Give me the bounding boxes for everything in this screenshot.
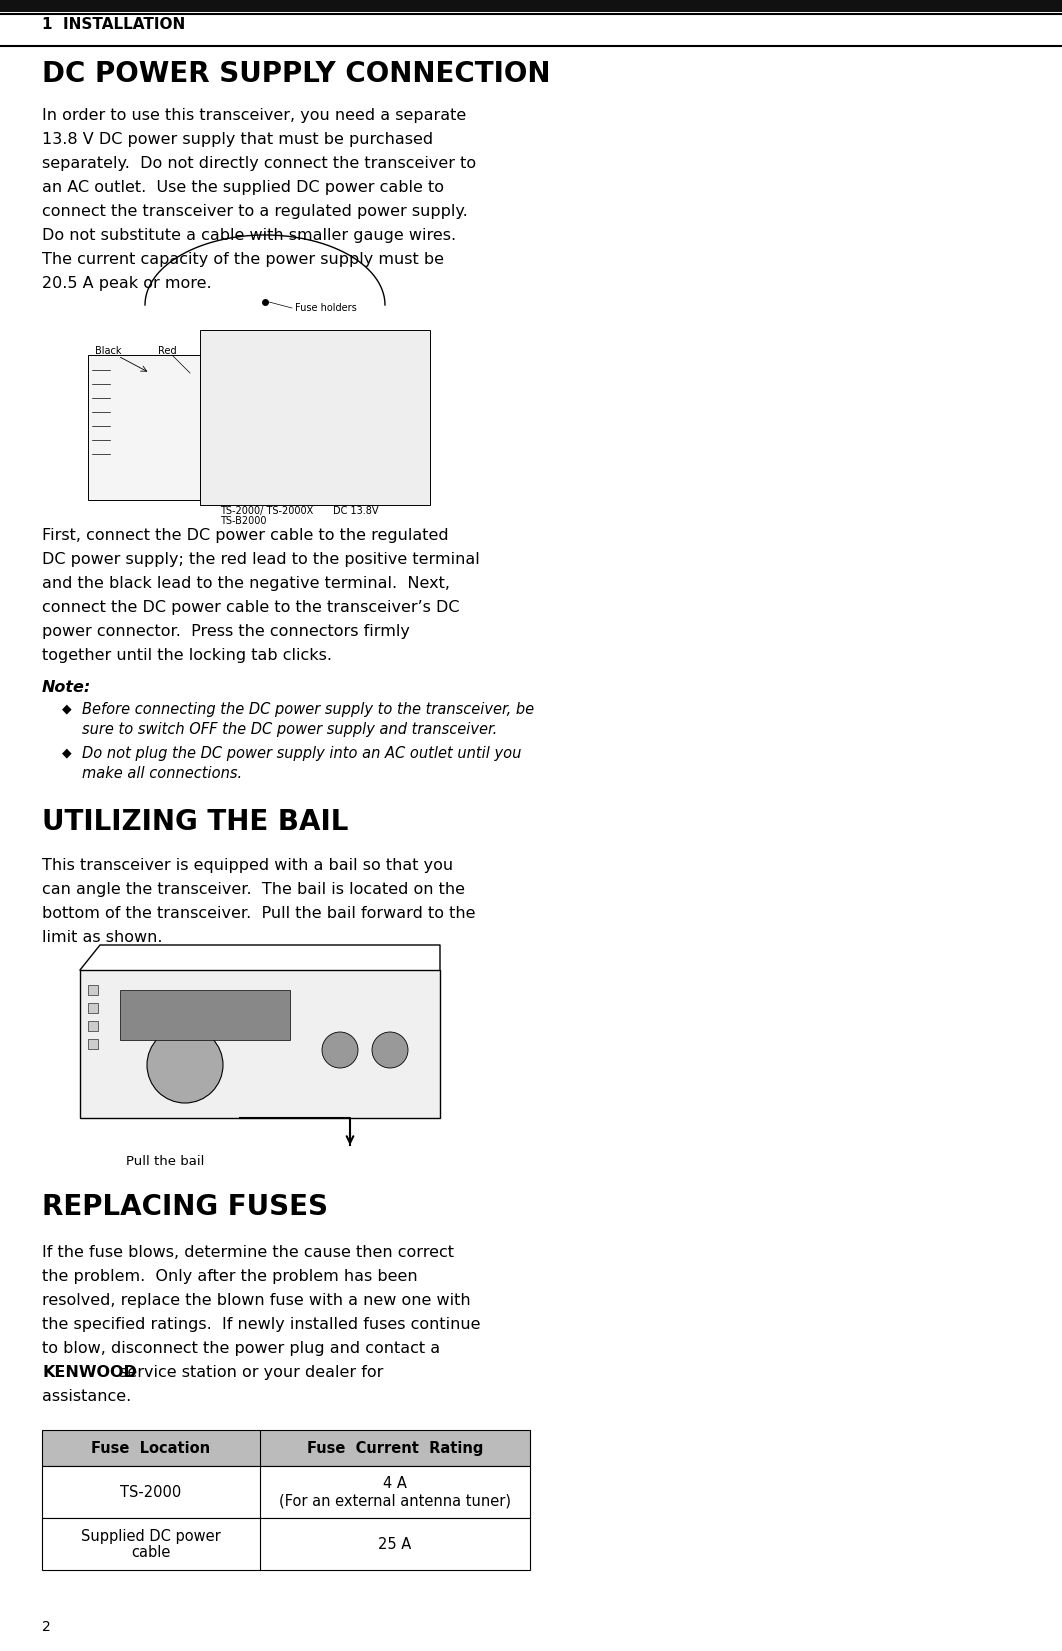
Text: resolved, replace the blown fuse with a new one with: resolved, replace the blown fuse with a …: [42, 1293, 470, 1308]
Text: The current capacity of the power supply must be: The current capacity of the power supply…: [42, 253, 444, 267]
Text: Red: Red: [158, 347, 176, 357]
Bar: [42, 1430, 530, 1466]
Circle shape: [322, 1032, 358, 1068]
Text: the specified ratings.  If newly installed fuses continue: the specified ratings. If newly installe…: [42, 1317, 480, 1332]
Text: the problem.  Only after the problem has been: the problem. Only after the problem has …: [42, 1270, 417, 1284]
Text: sure to switch OFF the DC power supply and transceiver.: sure to switch OFF the DC power supply a…: [82, 721, 497, 736]
Bar: [42, 1517, 530, 1570]
Text: Fuse  Location: Fuse Location: [91, 1441, 210, 1456]
Bar: [200, 330, 430, 505]
Text: Note:: Note:: [42, 680, 91, 695]
Bar: [88, 1020, 98, 1030]
Text: First, connect the DC power cable to the regulated: First, connect the DC power cable to the…: [42, 528, 448, 543]
Text: Supplied DC power: Supplied DC power: [81, 1529, 221, 1544]
Text: 13.8 V DC power supply that must be purchased: 13.8 V DC power supply that must be purc…: [42, 132, 433, 147]
Bar: [75, 959, 450, 1147]
Text: Before connecting the DC power supply to the transceiver, be: Before connecting the DC power supply to…: [82, 702, 534, 717]
Text: Pull the bail: Pull the bail: [126, 1156, 204, 1167]
Text: KENWOOD: KENWOOD: [42, 1365, 137, 1380]
Text: limit as shown.: limit as shown.: [42, 930, 162, 944]
Bar: [88, 1038, 98, 1048]
Text: TS-B2000: TS-B2000: [220, 517, 267, 527]
Bar: [85, 300, 450, 510]
Text: This transceiver is equipped with a bail so that you: This transceiver is equipped with a bail…: [42, 859, 453, 873]
Text: Fuse holders: Fuse holders: [295, 304, 357, 314]
Bar: [88, 986, 98, 996]
Bar: [80, 971, 440, 1118]
Text: 25 A: 25 A: [378, 1537, 412, 1552]
Circle shape: [147, 1027, 223, 1103]
Text: 1  INSTALLATION: 1 INSTALLATION: [42, 17, 185, 31]
Text: DC power supply; the red lead to the positive terminal: DC power supply; the red lead to the pos…: [42, 551, 480, 566]
Text: 2: 2: [42, 1620, 51, 1634]
Text: together until the locking tab clicks.: together until the locking tab clicks.: [42, 647, 332, 664]
Text: assistance.: assistance.: [42, 1388, 132, 1403]
Text: cable: cable: [132, 1544, 171, 1560]
Text: In order to use this transceiver, you need a separate: In order to use this transceiver, you ne…: [42, 107, 466, 124]
Text: service station or your dealer for: service station or your dealer for: [114, 1365, 383, 1380]
Text: ◆: ◆: [62, 746, 71, 759]
Bar: [120, 991, 290, 1040]
Text: TS-2000/ TS-2000X: TS-2000/ TS-2000X: [220, 505, 313, 517]
Text: Do not substitute a cable with smaller gauge wires.: Do not substitute a cable with smaller g…: [42, 228, 456, 243]
Text: 4 A: 4 A: [383, 1476, 407, 1491]
Text: and the black lead to the negative terminal.  Next,: and the black lead to the negative termi…: [42, 576, 450, 591]
Circle shape: [372, 1032, 408, 1068]
Text: ◆: ◆: [62, 702, 71, 715]
Text: separately.  Do not directly connect the transceiver to: separately. Do not directly connect the …: [42, 155, 476, 172]
Text: DC POWER SUPPLY CONNECTION: DC POWER SUPPLY CONNECTION: [42, 59, 550, 88]
Text: to blow, disconnect the power plug and contact a: to blow, disconnect the power plug and c…: [42, 1341, 440, 1355]
Bar: [88, 1004, 98, 1014]
Bar: [42, 1466, 530, 1517]
Text: power connector.  Press the connectors firmly: power connector. Press the connectors fi…: [42, 624, 410, 639]
Text: make all connections.: make all connections.: [82, 766, 242, 781]
Text: UTILIZING THE BAIL: UTILIZING THE BAIL: [42, 807, 348, 835]
Text: 20.5 A peak or more.: 20.5 A peak or more.: [42, 276, 211, 291]
Text: Fuse  Current  Rating: Fuse Current Rating: [307, 1441, 483, 1456]
Bar: [88, 355, 200, 500]
Text: Do not plug the DC power supply into an AC outlet until you: Do not plug the DC power supply into an …: [82, 746, 521, 761]
Bar: [0, 0, 1062, 12]
Text: can angle the transceiver.  The bail is located on the: can angle the transceiver. The bail is l…: [42, 882, 465, 896]
Text: bottom of the transceiver.  Pull the bail forward to the: bottom of the transceiver. Pull the bail…: [42, 906, 476, 921]
Text: If the fuse blows, determine the cause then correct: If the fuse blows, determine the cause t…: [42, 1245, 453, 1260]
Text: DC 13.8V: DC 13.8V: [333, 505, 378, 517]
Text: an AC outlet.  Use the supplied DC power cable to: an AC outlet. Use the supplied DC power …: [42, 180, 444, 195]
Text: connect the DC power cable to the transceiver’s DC: connect the DC power cable to the transc…: [42, 599, 460, 616]
Text: TS-2000: TS-2000: [120, 1484, 182, 1499]
Text: Black: Black: [95, 347, 121, 357]
Text: connect the transceiver to a regulated power supply.: connect the transceiver to a regulated p…: [42, 205, 467, 220]
Text: REPLACING FUSES: REPLACING FUSES: [42, 1194, 328, 1222]
Text: (For an external antenna tuner): (For an external antenna tuner): [279, 1494, 511, 1509]
